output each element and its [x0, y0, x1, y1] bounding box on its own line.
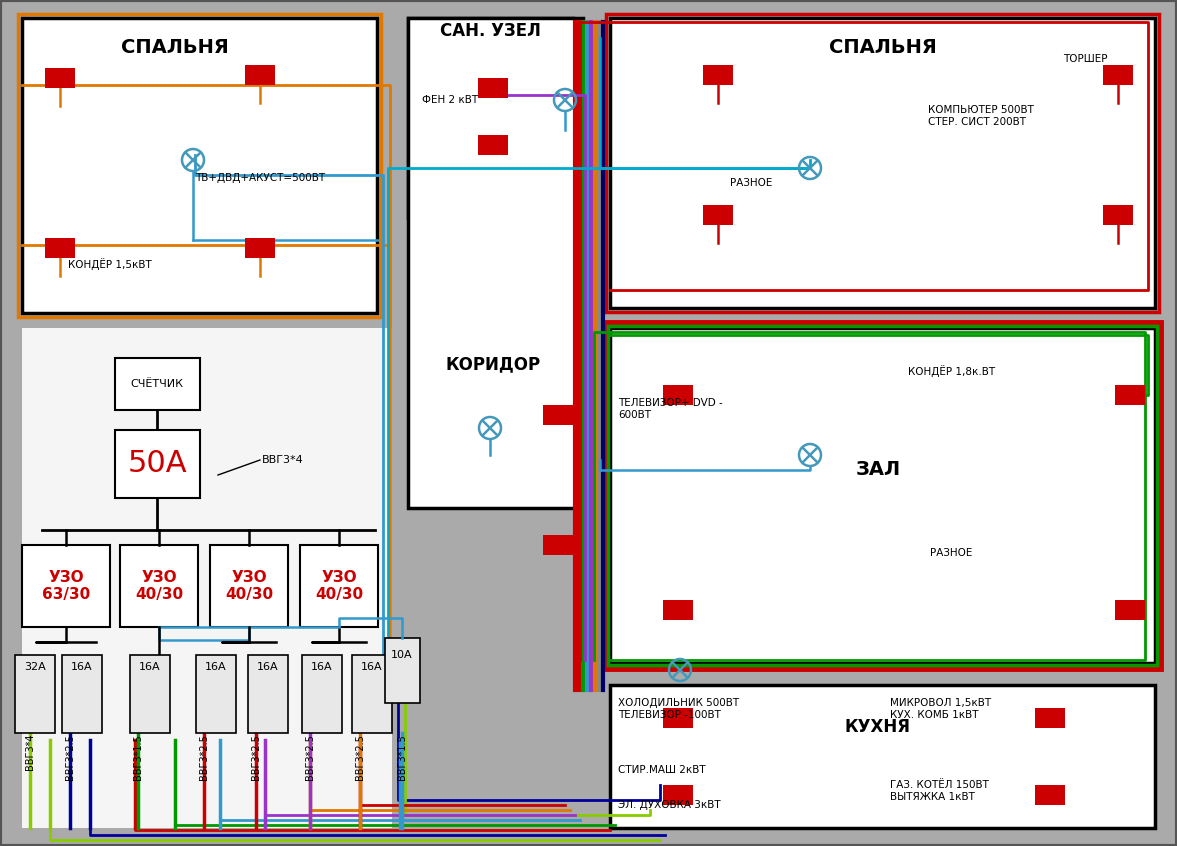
Text: КОНДЁР 1,8к.ВТ: КОНДЁР 1,8к.ВТ — [907, 365, 995, 377]
Bar — [610, 685, 1155, 828]
Text: ВВГ3*2.5: ВВГ3*2.5 — [251, 734, 261, 780]
Bar — [1115, 385, 1145, 405]
Text: 16А: 16А — [361, 662, 383, 672]
Text: РАЗНОЕ: РАЗНОЕ — [930, 548, 972, 558]
Bar — [408, 18, 573, 218]
Bar — [45, 68, 75, 88]
Text: ВВГ3*4: ВВГ3*4 — [262, 455, 304, 465]
Bar — [604, 322, 1161, 669]
Text: ВВГ3*2.5: ВВГ3*2.5 — [355, 734, 365, 780]
Bar — [129, 655, 169, 733]
Bar — [609, 326, 1157, 665]
Text: 50А: 50А — [127, 449, 187, 479]
Bar — [352, 655, 392, 733]
Text: СТИР.МАШ 2кВТ: СТИР.МАШ 2кВТ — [618, 765, 706, 775]
Text: ВВГ3*1.5: ВВГ3*1.5 — [397, 734, 407, 780]
Bar — [1035, 708, 1065, 728]
Bar — [22, 545, 109, 627]
Bar — [663, 785, 693, 805]
Text: САН. УЗЕЛ: САН. УЗЕЛ — [439, 22, 540, 40]
Text: КУХНЯ: КУХНЯ — [845, 718, 911, 736]
Bar — [1103, 65, 1133, 85]
Text: УЗО
40/30: УЗО 40/30 — [225, 570, 273, 602]
Bar — [1103, 205, 1133, 225]
Text: ТОРШЕР: ТОРШЕР — [1063, 54, 1108, 64]
Bar — [248, 655, 288, 733]
Text: КОНДЁР 1,5кВТ: КОНДЁР 1,5кВТ — [68, 258, 152, 270]
Text: УЗО
63/30: УЗО 63/30 — [42, 570, 91, 602]
Text: ХОЛОДИЛЬНИК 500ВТ
ТЕЛЕВИЗОР -100ВТ: ХОЛОДИЛЬНИК 500ВТ ТЕЛЕВИЗОР -100ВТ — [618, 698, 739, 720]
Text: УЗО
40/30: УЗО 40/30 — [315, 570, 363, 602]
Text: ВВГ3*2.5: ВВГ3*2.5 — [65, 734, 75, 780]
Text: 10А: 10А — [391, 650, 413, 660]
Bar — [120, 545, 198, 627]
Text: КОМПЬЮТЕР 500ВТ
СТЕР. СИСТ 200ВТ: КОМПЬЮТЕР 500ВТ СТЕР. СИСТ 200ВТ — [927, 105, 1033, 127]
Bar — [703, 205, 733, 225]
Bar — [18, 14, 381, 317]
Bar — [478, 78, 508, 98]
Text: 16А: 16А — [258, 662, 279, 672]
Text: ТЕЛЕВИЗОР+ DVD -
600ВТ: ТЕЛЕВИЗОР+ DVD - 600ВТ — [618, 398, 723, 420]
Bar — [300, 545, 378, 627]
Bar — [1115, 600, 1145, 620]
Bar — [22, 18, 377, 313]
Text: РАЗНОЕ: РАЗНОЕ — [730, 178, 772, 188]
Text: КОРИДОР: КОРИДОР — [445, 355, 540, 373]
Bar — [302, 655, 343, 733]
Text: ВВГ3*1.5: ВВГ3*1.5 — [133, 734, 142, 780]
Text: 32А: 32А — [24, 662, 46, 672]
Bar — [478, 135, 508, 155]
Text: УЗО
40/30: УЗО 40/30 — [135, 570, 184, 602]
Bar — [45, 238, 75, 258]
Bar — [1035, 785, 1065, 805]
Text: ВВГ3*2.5: ВВГ3*2.5 — [305, 734, 315, 780]
Text: ЭЛ. ДУХОВКА 3кВТ: ЭЛ. ДУХОВКА 3кВТ — [618, 800, 720, 810]
Text: СПАЛЬНЯ: СПАЛЬНЯ — [121, 38, 228, 57]
Bar — [385, 638, 420, 703]
Bar — [115, 358, 200, 410]
Bar — [663, 600, 693, 620]
Bar — [62, 655, 102, 733]
Text: ВВГ3*2.5: ВВГ3*2.5 — [199, 734, 210, 780]
Bar — [210, 545, 288, 627]
Bar — [663, 385, 693, 405]
Bar — [543, 405, 573, 425]
Text: ЗАЛ: ЗАЛ — [856, 460, 900, 479]
Bar — [663, 708, 693, 728]
Text: ТВ+ДВД+АКУСТ=500ВТ: ТВ+ДВД+АКУСТ=500ВТ — [195, 173, 325, 183]
Bar — [703, 65, 733, 85]
Text: 16А: 16А — [139, 662, 161, 672]
Bar — [115, 430, 200, 498]
Text: 16А: 16А — [205, 662, 227, 672]
Bar — [408, 18, 583, 508]
Text: ФЕН 2 кВТ: ФЕН 2 кВТ — [423, 95, 478, 105]
Text: ВВГ3*4: ВВГ3*4 — [25, 734, 35, 771]
Bar — [197, 655, 237, 733]
Bar — [15, 655, 55, 733]
Bar — [610, 328, 1155, 663]
Bar — [543, 535, 573, 555]
Text: 16А: 16А — [71, 662, 93, 672]
Bar — [610, 18, 1155, 308]
Text: СПАЛЬНЯ: СПАЛЬНЯ — [829, 38, 937, 57]
Text: МИКРОВОЛ 1,5кВТ
КУХ. КОМБ 1кВТ: МИКРОВОЛ 1,5кВТ КУХ. КОМБ 1кВТ — [890, 698, 991, 720]
Text: СЧЁТЧИК: СЧЁТЧИК — [131, 379, 184, 389]
Text: ГАЗ. КОТЁЛ 150ВТ
ВЫТЯЖКА 1кВТ: ГАЗ. КОТЁЛ 150ВТ ВЫТЯЖКА 1кВТ — [890, 780, 989, 802]
Text: 16А: 16А — [311, 662, 333, 672]
Bar — [606, 14, 1159, 312]
Bar — [245, 65, 275, 85]
Bar — [22, 328, 392, 828]
Bar — [245, 238, 275, 258]
